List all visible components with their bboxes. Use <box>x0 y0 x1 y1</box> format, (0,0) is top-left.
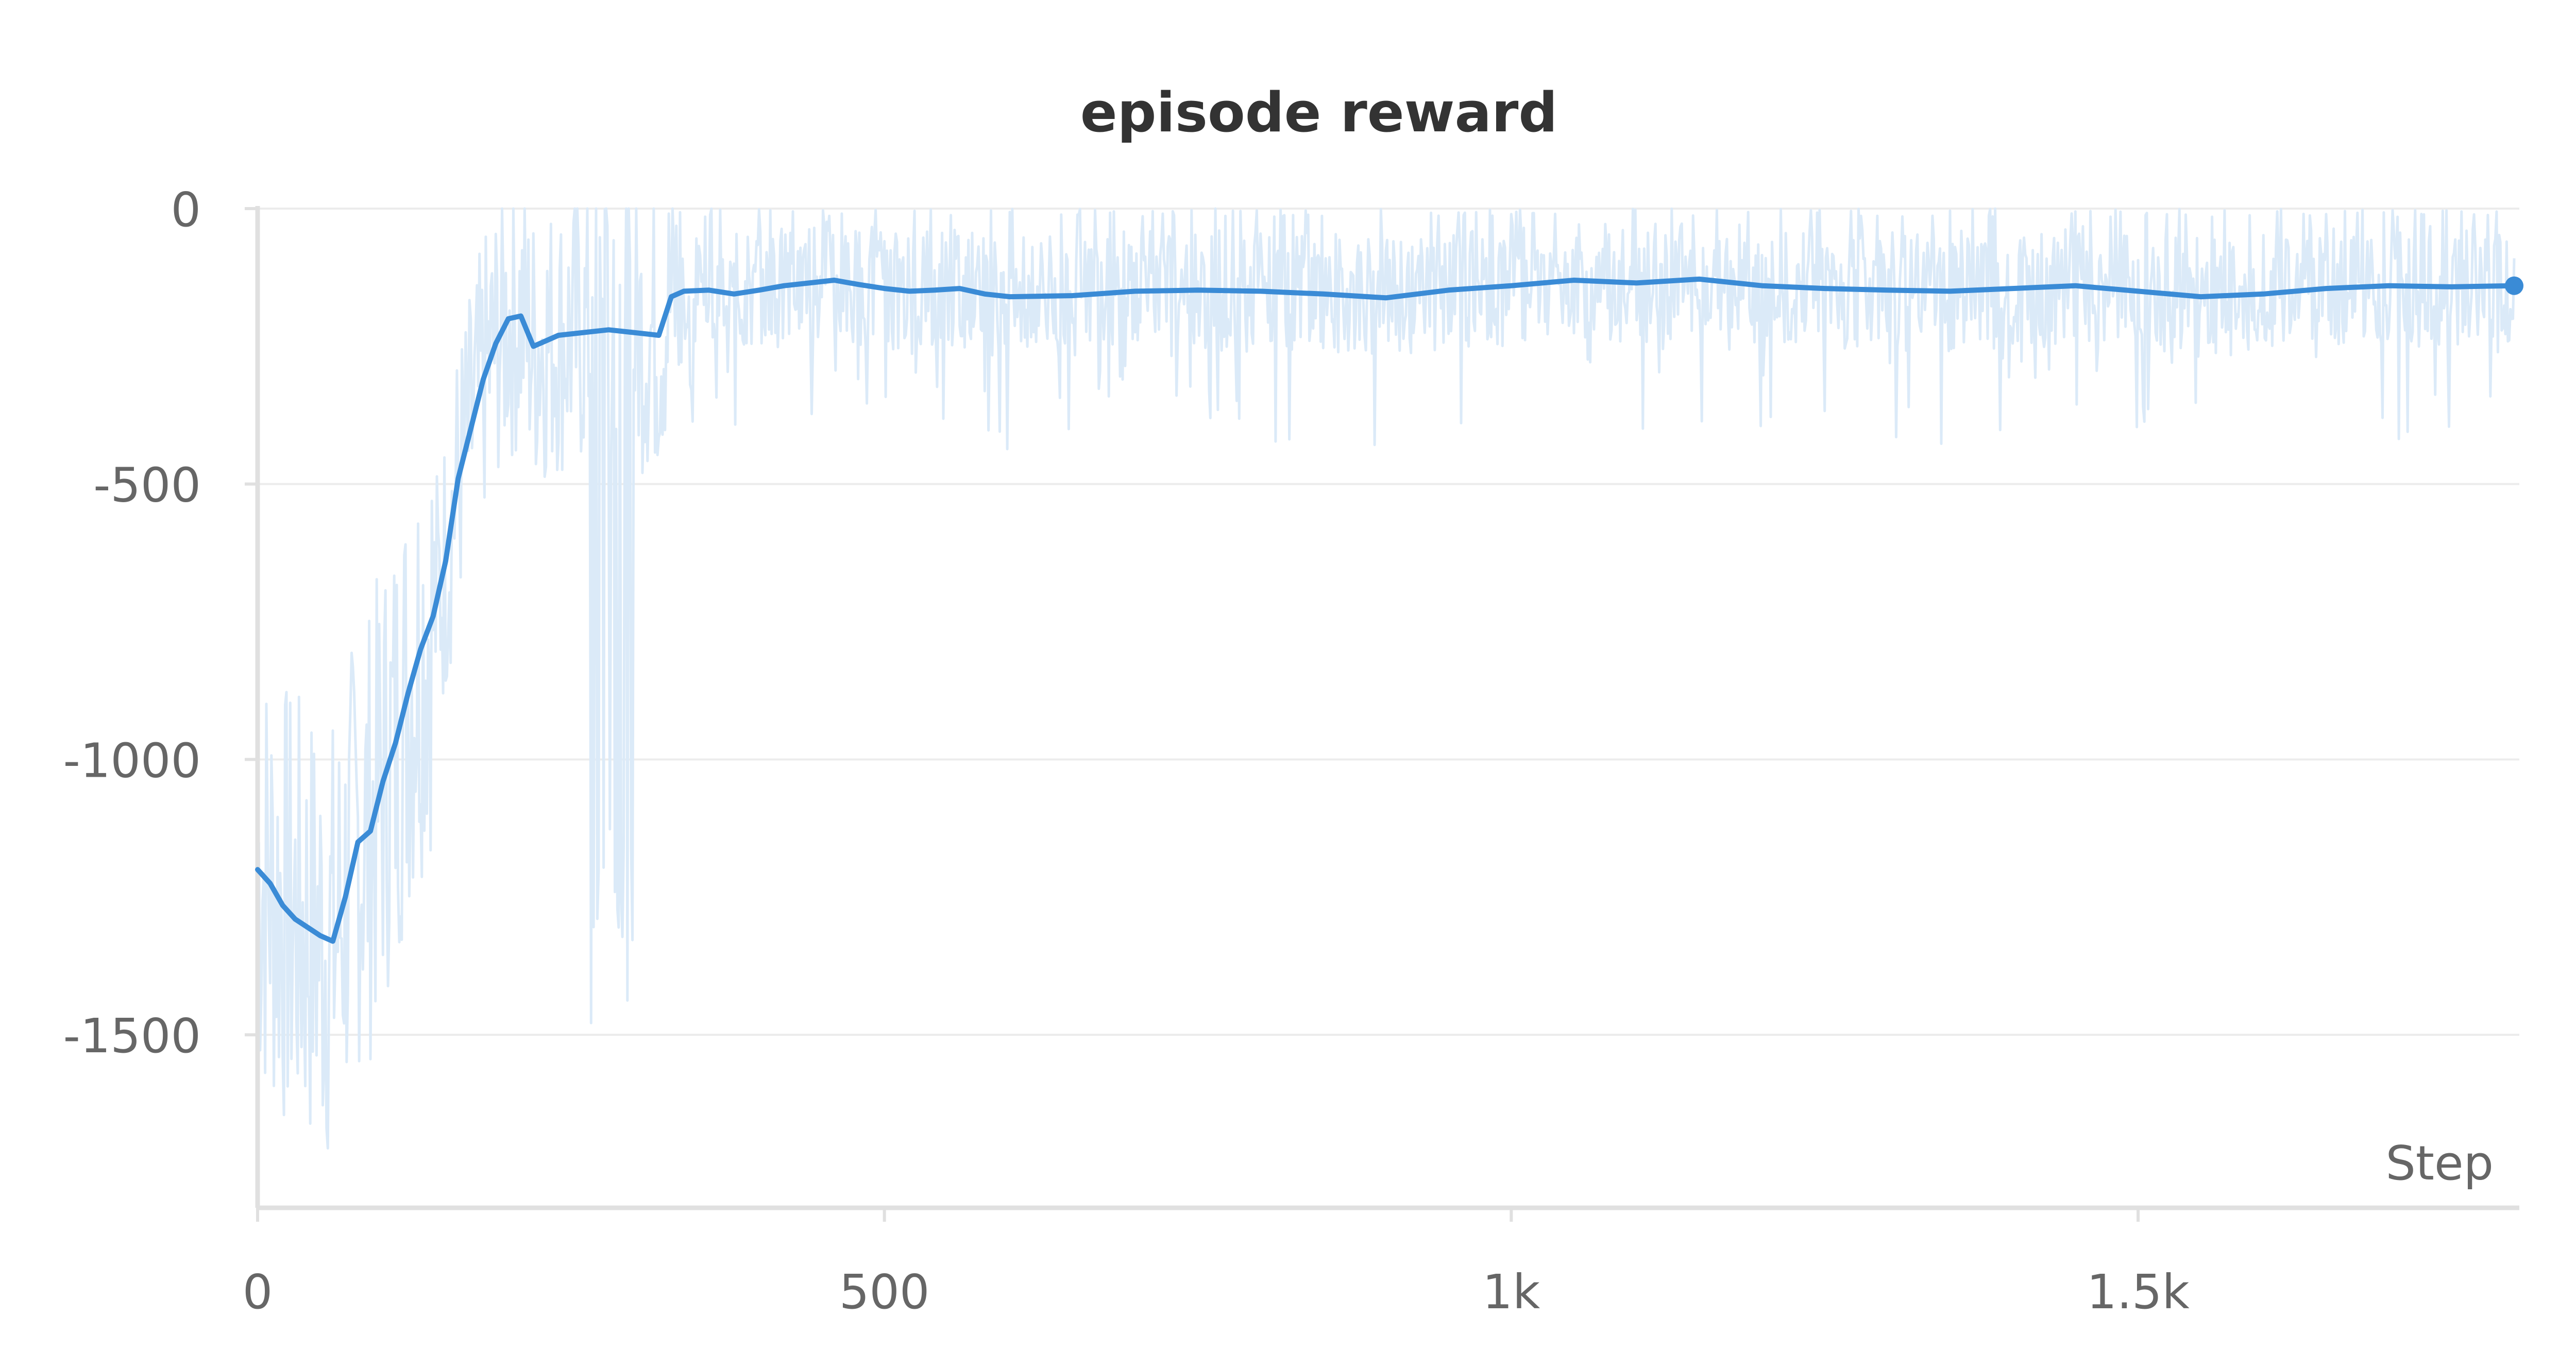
x-tick-label: 1k <box>1482 1264 1540 1320</box>
y-tick-label: 0 <box>171 182 201 237</box>
smoothed-series <box>255 276 2523 944</box>
y-tick-label: -500 <box>93 458 201 513</box>
raw-series-line <box>256 207 2516 1150</box>
y-tick-label: -1000 <box>63 733 201 788</box>
raw-series <box>256 207 2516 1150</box>
chart-title: episode reward <box>1080 81 1557 144</box>
x-tick-label: 0 <box>243 1264 273 1320</box>
smoothed-series-line <box>255 276 2517 944</box>
last-point-marker <box>2505 276 2523 295</box>
axes <box>255 206 2519 1210</box>
x-tick-label: 500 <box>839 1264 930 1320</box>
x-tick-label: 1.5k <box>2087 1264 2190 1320</box>
y-tick-label: -1500 <box>63 1008 201 1064</box>
axis-ticks: 0 -500 -1000 -1500 0 500 1k 1.5k <box>63 182 2190 1320</box>
x-axis-label: Step <box>2386 1136 2494 1191</box>
